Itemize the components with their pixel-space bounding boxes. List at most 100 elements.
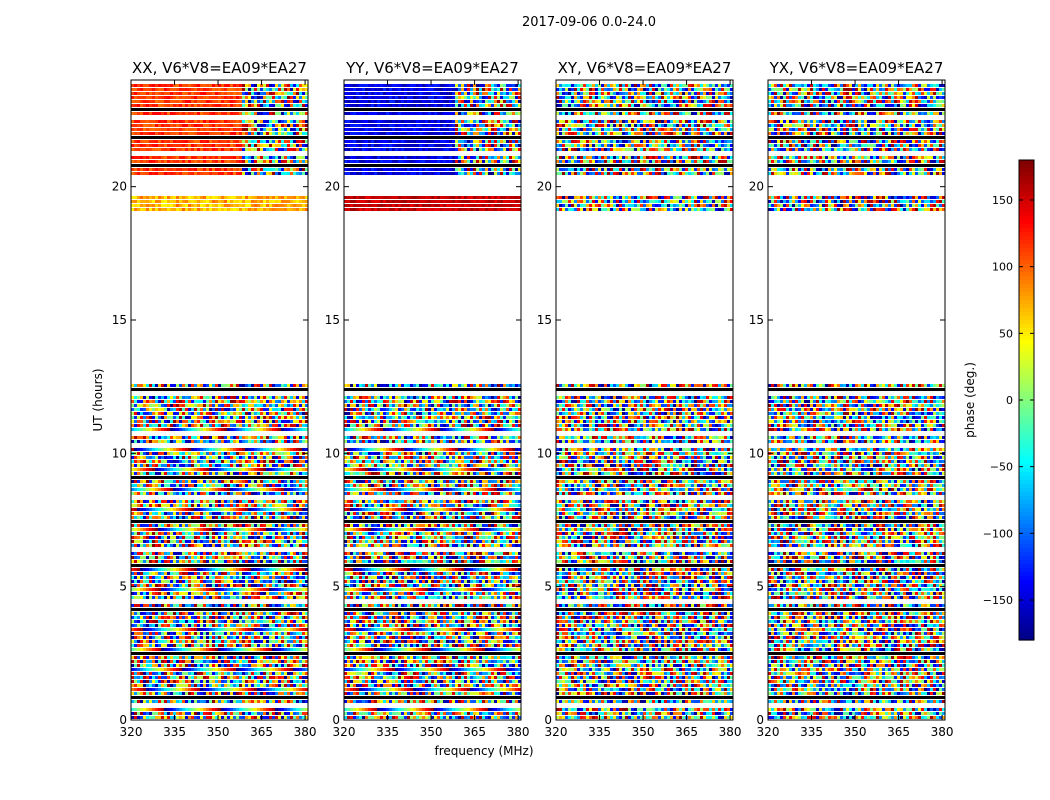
y-tick-label: 10	[537, 446, 552, 460]
x-tick-label: 350	[632, 725, 655, 739]
colorbar-segment	[1019, 560, 1034, 565]
colorbar-segment	[1019, 404, 1034, 409]
colorbar-segment	[1019, 264, 1034, 269]
x-tick-label: 380	[931, 725, 954, 739]
colorbar-label: phase (deg.)	[963, 362, 977, 438]
colorbar-segment	[1019, 208, 1034, 213]
y-tick-label: 20	[537, 180, 552, 194]
colorbar-segment	[1019, 324, 1034, 329]
colorbar-segment	[1019, 344, 1034, 349]
phase-image	[768, 84, 945, 719]
colorbar-segment	[1019, 584, 1034, 589]
colorbar-segment	[1019, 304, 1034, 309]
colorbar-segment	[1019, 396, 1034, 401]
x-tick-label: 335	[588, 725, 611, 739]
x-tick-label: 335	[163, 725, 186, 739]
colorbar-tick-label: 0	[1006, 394, 1013, 407]
colorbar-segment	[1019, 308, 1034, 313]
x-tick-label: 380	[507, 725, 530, 739]
x-tick-label: 350	[844, 725, 867, 739]
colorbar-segment	[1019, 232, 1034, 237]
y-tick-label: 10	[112, 446, 127, 460]
colorbar-segment	[1019, 380, 1034, 385]
colorbar-segment	[1019, 408, 1034, 413]
colorbar-segment	[1019, 260, 1034, 265]
colorbar-tick-label: 50	[999, 327, 1013, 340]
colorbar-segment	[1019, 192, 1034, 197]
y-tick-label: 15	[112, 313, 127, 327]
colorbar-segment	[1019, 604, 1034, 609]
y-tick-label: 10	[749, 446, 764, 460]
panel-xy: XY, V6*V8=EA09*EA27 320 335 350 365 380 0 5 10 15…	[537, 59, 742, 739]
x-tick-label: 380	[294, 725, 317, 739]
x-tick-label: 365	[887, 725, 910, 739]
colorbar-segment	[1019, 496, 1034, 501]
colorbar-segment	[1019, 276, 1034, 281]
colorbar-segment	[1019, 636, 1034, 641]
x-tick-label: 320	[120, 725, 143, 739]
colorbar-segment	[1019, 368, 1034, 373]
colorbar-segment	[1019, 476, 1034, 481]
colorbar-segment	[1019, 172, 1034, 177]
colorbar-segment	[1019, 536, 1034, 541]
y-tick-label: 5	[332, 580, 340, 594]
colorbar-segment	[1019, 412, 1034, 417]
colorbar-segment	[1019, 360, 1034, 365]
y-tick-label: 0	[756, 713, 764, 727]
colorbar-segment	[1019, 256, 1034, 261]
colorbar-segment	[1019, 268, 1034, 273]
colorbar-segment	[1019, 216, 1034, 221]
colorbar-segment	[1019, 212, 1034, 217]
y-tick-label: 20	[112, 180, 127, 194]
colorbar-segment	[1019, 280, 1034, 285]
phase-image	[344, 84, 521, 719]
colorbar-segment	[1019, 436, 1034, 441]
colorbar-segment	[1019, 168, 1034, 173]
colorbar-segment	[1019, 588, 1034, 593]
y-tick-label: 5	[756, 580, 764, 594]
colorbar-segment	[1019, 484, 1034, 489]
colorbar-segment	[1019, 448, 1034, 453]
colorbar-tick-label: −150	[983, 594, 1013, 607]
colorbar-segment	[1019, 180, 1034, 185]
colorbar-segment	[1019, 600, 1034, 605]
y-tick-label: 0	[332, 713, 340, 727]
colorbar-segment	[1019, 500, 1034, 505]
y-axis-label: UT (hours)	[91, 368, 105, 431]
colorbar-segment	[1019, 312, 1034, 317]
colorbar-segment	[1019, 284, 1034, 289]
colorbar-segment	[1019, 300, 1034, 305]
colorbar-segment	[1019, 512, 1034, 517]
colorbar-segment	[1019, 320, 1034, 325]
colorbar-segment	[1019, 248, 1034, 253]
colorbar-segment	[1019, 548, 1034, 553]
colorbar-segment	[1019, 620, 1034, 625]
x-tick-label: 365	[250, 725, 273, 739]
colorbar-segment	[1019, 236, 1034, 241]
y-tick-label: 15	[749, 313, 764, 327]
colorbar-segment	[1019, 556, 1034, 561]
y-tick-label: 5	[544, 580, 552, 594]
colorbar-segment	[1019, 480, 1034, 485]
colorbar-segment	[1019, 608, 1034, 613]
phase-image	[556, 84, 733, 719]
panel-title: XY, V6*V8=EA09*EA27	[558, 59, 732, 77]
colorbar-segment	[1019, 592, 1034, 597]
colorbar-segment	[1019, 420, 1034, 425]
colorbar-segment	[1019, 596, 1034, 601]
figure-title: 2017-09-06 0.0-24.0	[522, 15, 656, 30]
y-tick-label: 0	[544, 713, 552, 727]
colorbar-segment	[1019, 428, 1034, 433]
panels: XX, V6*V8=EA09*EA27 320 335 350 365 380 0 5 10 15…	[112, 59, 954, 739]
colorbar-segment	[1019, 188, 1034, 193]
colorbar-segment	[1019, 332, 1034, 337]
phase-image	[131, 84, 308, 719]
colorbar-segment	[1019, 616, 1034, 621]
panel-yy: YY, V6*V8=EA09*EA27 320 335 350 365 380 0 5 10 15…	[325, 59, 530, 739]
colorbar-segment	[1019, 612, 1034, 617]
colorbar-segment	[1019, 460, 1034, 465]
colorbar-tick-label: −100	[983, 527, 1013, 540]
colorbar-segment	[1019, 384, 1034, 389]
colorbar: 150 100 50 0 −50 −100 −150	[983, 159, 1035, 641]
